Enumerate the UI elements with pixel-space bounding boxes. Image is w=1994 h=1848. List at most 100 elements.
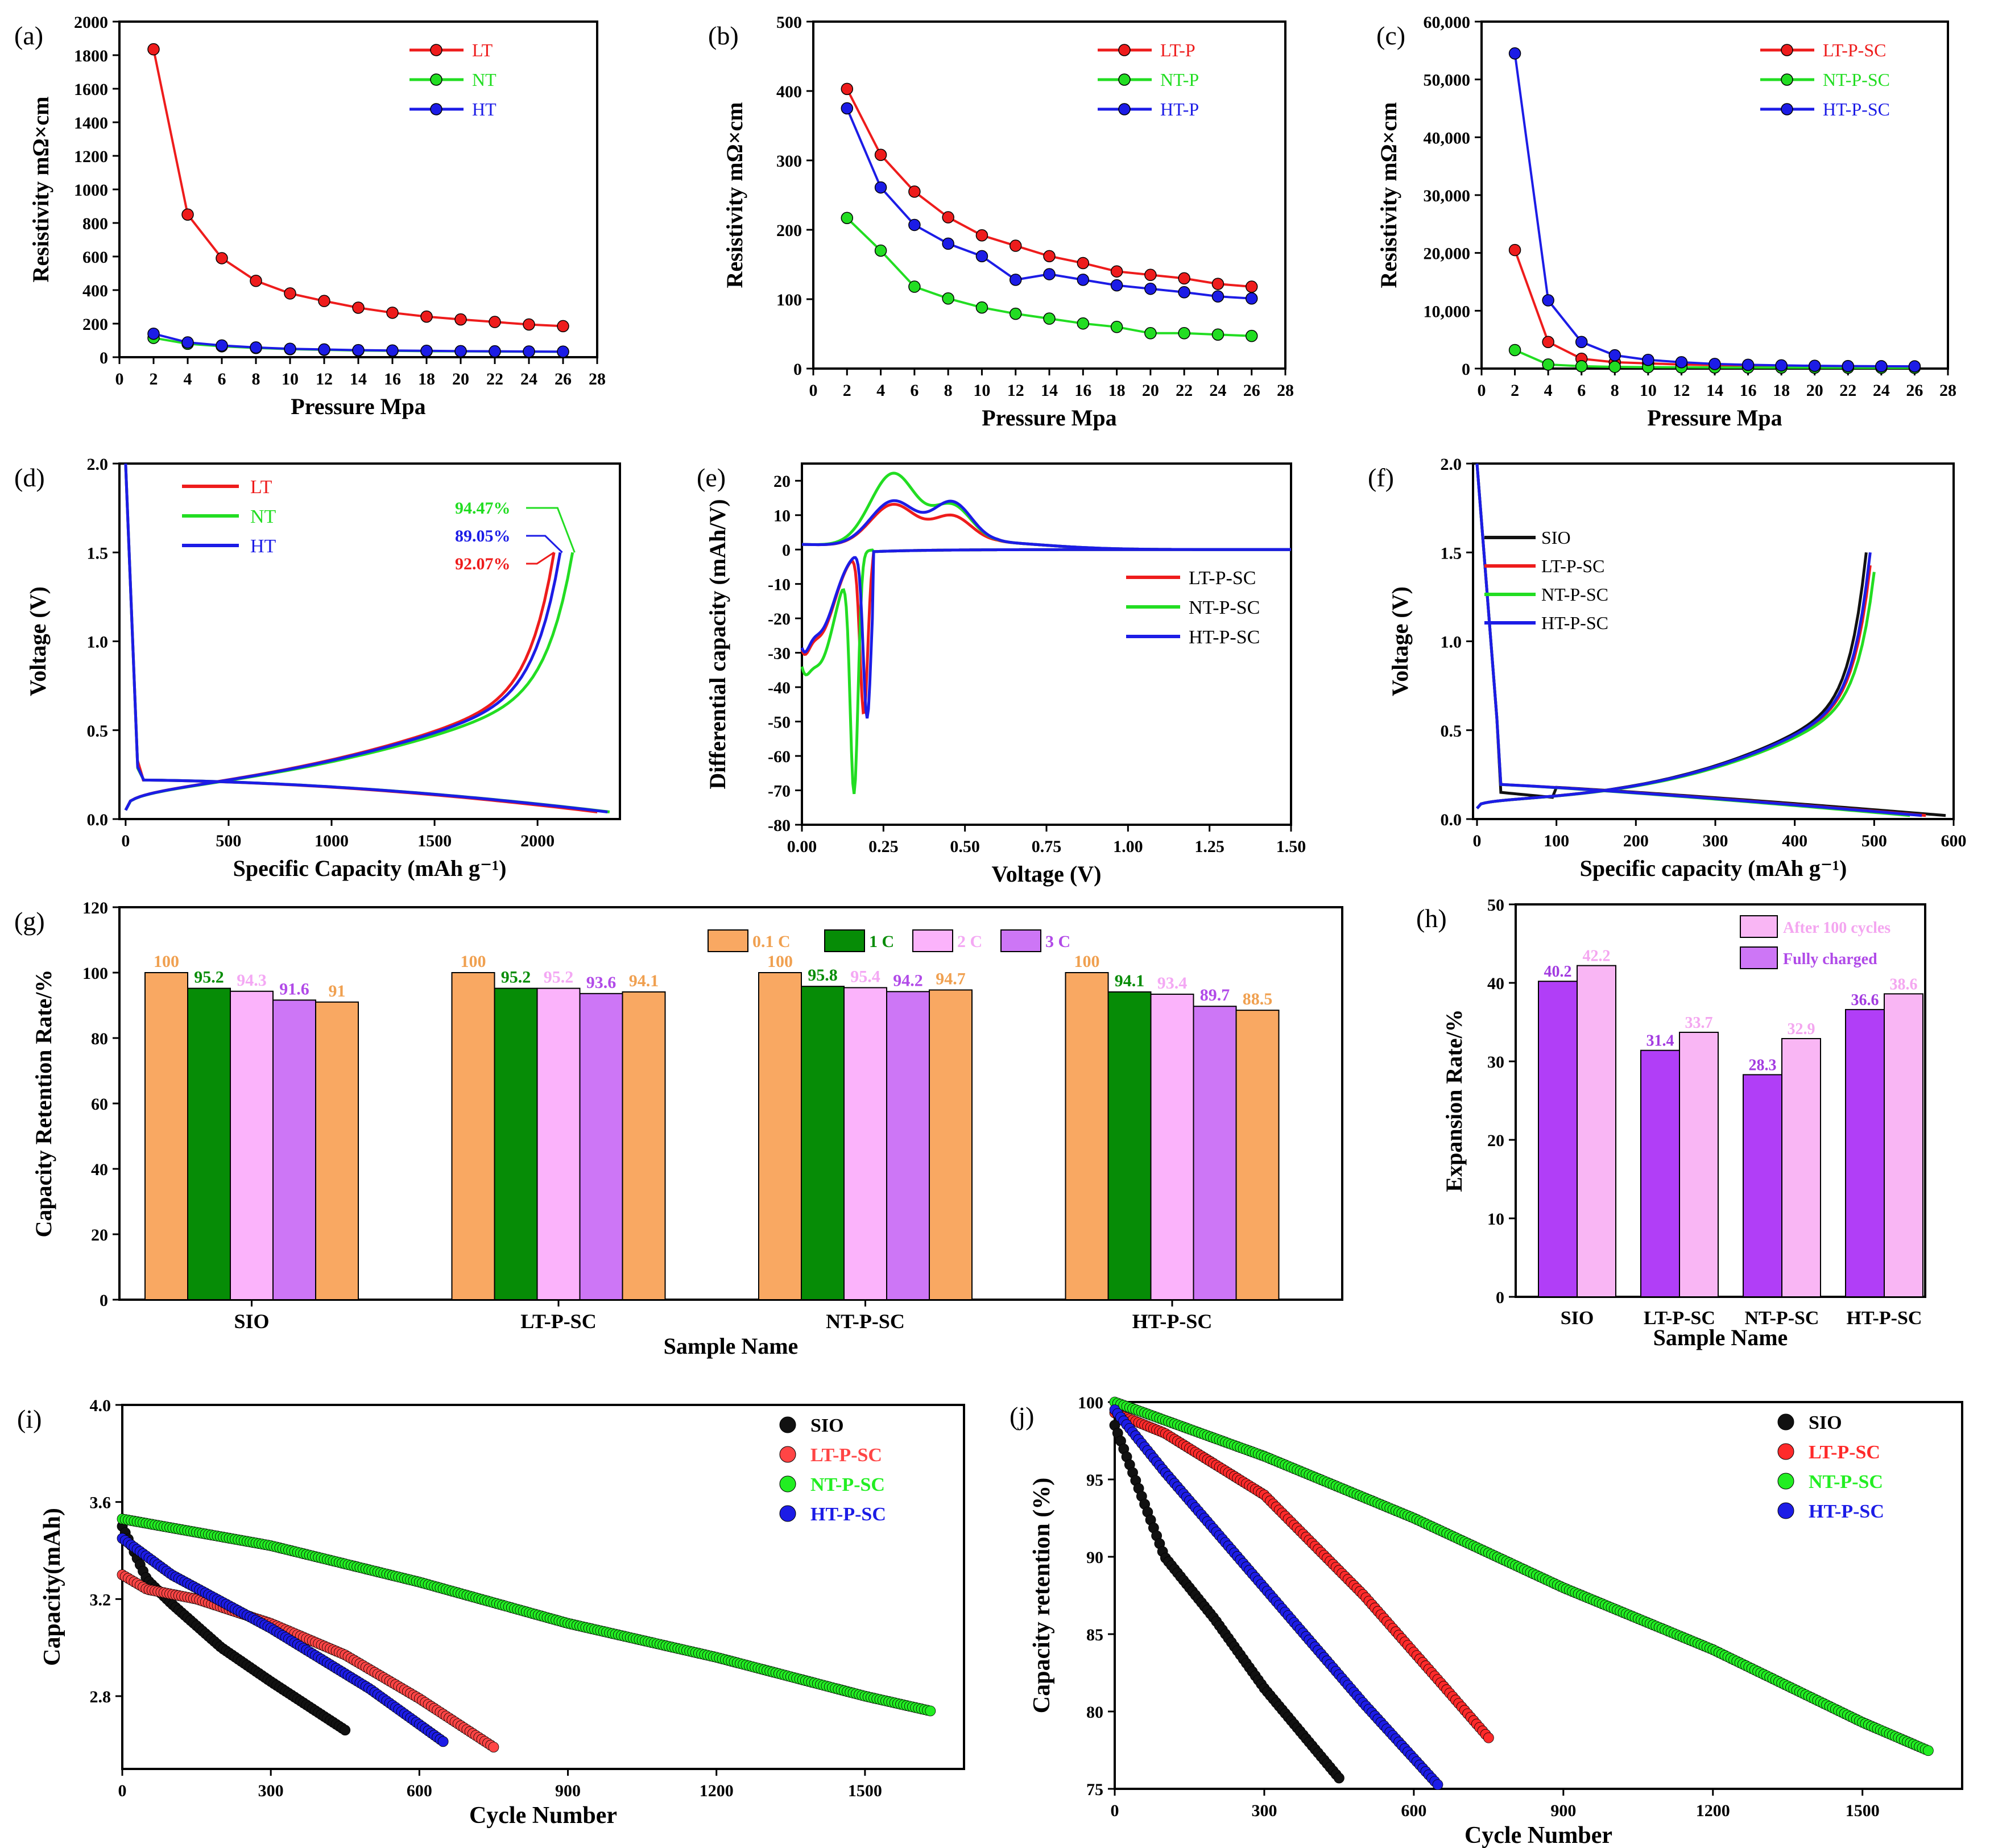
- y-tick-label: 80: [91, 1030, 108, 1048]
- y-axis-label: Expansion Rate/%: [1441, 1009, 1467, 1192]
- legend-marker: [1118, 44, 1131, 56]
- data-point: [1077, 274, 1090, 286]
- bar-NT-P-SC-3: [886, 991, 930, 1300]
- data-point: [841, 212, 854, 225]
- y-tick-label: 800: [82, 214, 108, 233]
- y-tick-label: -80: [768, 816, 791, 835]
- legend-marker: [1777, 1443, 1794, 1460]
- category-label: LT-P-SC: [1644, 1308, 1715, 1329]
- data-point: [1575, 336, 1588, 348]
- x-tick-label: 26: [1906, 381, 1923, 400]
- y-tick-label: 0.0: [87, 811, 109, 829]
- x-tick-label: 1500: [1846, 1801, 1880, 1820]
- data-point: [1642, 354, 1654, 366]
- y-tick-label: 2.8: [90, 1688, 111, 1706]
- bar-NT-P-SC-2: [843, 987, 887, 1300]
- y-tick-label: 200: [776, 221, 802, 240]
- x-tick-label: 0: [115, 370, 124, 388]
- data-point: [874, 244, 887, 257]
- legend-label: HT-P: [1160, 99, 1199, 119]
- data-point: [1211, 290, 1224, 303]
- annotation-label: 92.07%: [455, 555, 511, 573]
- data-point: [942, 211, 954, 224]
- panel-label: (g): [14, 907, 45, 936]
- curve-HT: [124, 463, 608, 813]
- x-tick-label: 2: [843, 381, 851, 400]
- legend-label: LT-P-SC: [1541, 556, 1604, 576]
- data-point: [489, 316, 501, 328]
- y-axis-label: Voltage (V): [1387, 586, 1413, 696]
- y-tick-label: 1200: [74, 147, 108, 166]
- data-point: [1144, 268, 1157, 282]
- x-tick-label: 14: [350, 370, 367, 388]
- legend-marker: [430, 44, 442, 56]
- y-tick-label: 0: [100, 349, 108, 367]
- bar-LT-P-SC-4: [622, 991, 666, 1301]
- x-tick-label: 1.50: [1276, 837, 1306, 856]
- bar-SIO-1: [1577, 965, 1616, 1297]
- data-point: [1741, 358, 1755, 371]
- x-tick-label: 20: [1806, 381, 1823, 400]
- x-tick-label: 12: [1007, 381, 1024, 400]
- x-tick-label: 18: [1773, 381, 1790, 400]
- x-axis-label: Sample Name: [664, 1333, 799, 1359]
- data-point: [1110, 265, 1123, 278]
- panel-label: (a): [14, 21, 43, 50]
- data-point: [523, 318, 535, 331]
- y-tick-label: 1.5: [87, 544, 109, 563]
- data-point: [841, 102, 854, 115]
- data-point: [1211, 328, 1224, 341]
- bar-LT-P-SC-1: [494, 987, 538, 1300]
- y-tick-label: 300: [776, 152, 802, 171]
- data-point: [1508, 47, 1521, 60]
- data-point: [284, 342, 296, 355]
- x-tick-label: 900: [555, 1781, 581, 1800]
- legend-label: SIO: [1809, 1412, 1842, 1433]
- bar-value-label: 95.2: [194, 968, 224, 987]
- y-tick-label: 20,000: [1424, 245, 1471, 263]
- y-tick-label: 3.6: [90, 1494, 111, 1512]
- x-tick-label: 0.00: [787, 837, 817, 856]
- bar-value-label: 100: [461, 952, 486, 971]
- bar-value-label: 32.9: [1788, 1020, 1815, 1038]
- x-axis-label: Cycle Number: [469, 1802, 617, 1829]
- data-point: [420, 345, 433, 357]
- x-axis-label: Cycle Number: [1465, 1822, 1612, 1848]
- annotation-label: 94.47%: [455, 499, 511, 518]
- y-tick-label: 1000: [74, 181, 108, 200]
- chart-j: 0 300 600 900 1200 1500 75 80 85 90 95 100 Cycle Num…: [1010, 1394, 1963, 1848]
- data-point: [975, 250, 988, 263]
- bar-value-label: 33.7: [1685, 1014, 1713, 1032]
- x-tick-label: 14: [1706, 381, 1723, 400]
- chart-c: 0 2 4 6 8 10 12 14 16 18 20 22 24 26 28010,00020,00030…: [1376, 13, 1956, 431]
- plot-frame: [1114, 1401, 1963, 1790]
- chart-f: 0 100 200 300 400 500 600 0.0 0.5 1.0 1.5 2.0 Specif…: [1368, 455, 1967, 881]
- legend-swatch: [1000, 929, 1041, 952]
- category-label: HT-P-SC: [1847, 1308, 1922, 1329]
- bar-HT-P-SC-2: [1150, 993, 1194, 1300]
- chart-b: 0 2 4 6 8 10 12 14 16 18 20 22 24 26 28010020030040050…: [708, 13, 1294, 431]
- data-point: [942, 292, 954, 305]
- x-tick-label: 2: [1511, 381, 1519, 400]
- y-tick-label: 20: [91, 1226, 108, 1245]
- y-tick-label: 30,000: [1424, 187, 1471, 205]
- x-tick-label: 0.75: [1032, 837, 1062, 856]
- legend-marker: [1777, 1473, 1794, 1490]
- y-tick-label: -10: [768, 576, 791, 594]
- x-tick-label: 24: [1209, 381, 1226, 400]
- x-tick-label: 24: [1873, 381, 1890, 400]
- chart-i: 0 300 600 900 1200 1500 2.8 3.2 3.6 4.0 Cycle Numb…: [17, 1396, 965, 1829]
- legend-label: LT: [472, 40, 493, 60]
- y-axis-label: Differential capacity (mAh/V): [705, 499, 730, 789]
- curve-HT-P-SC: [800, 548, 1290, 719]
- y-tick-label: 1600: [74, 80, 108, 99]
- data-point: [489, 345, 501, 358]
- data-point-SIO: [340, 1725, 351, 1736]
- x-tick-label: 28: [1277, 381, 1294, 400]
- data-point: [975, 301, 988, 314]
- data-point: [454, 345, 467, 358]
- data-point: [874, 148, 887, 161]
- bar-NT-P-SC-0: [1743, 1074, 1782, 1297]
- x-tick-label: 300: [258, 1781, 284, 1800]
- plot-frame: [121, 1404, 965, 1770]
